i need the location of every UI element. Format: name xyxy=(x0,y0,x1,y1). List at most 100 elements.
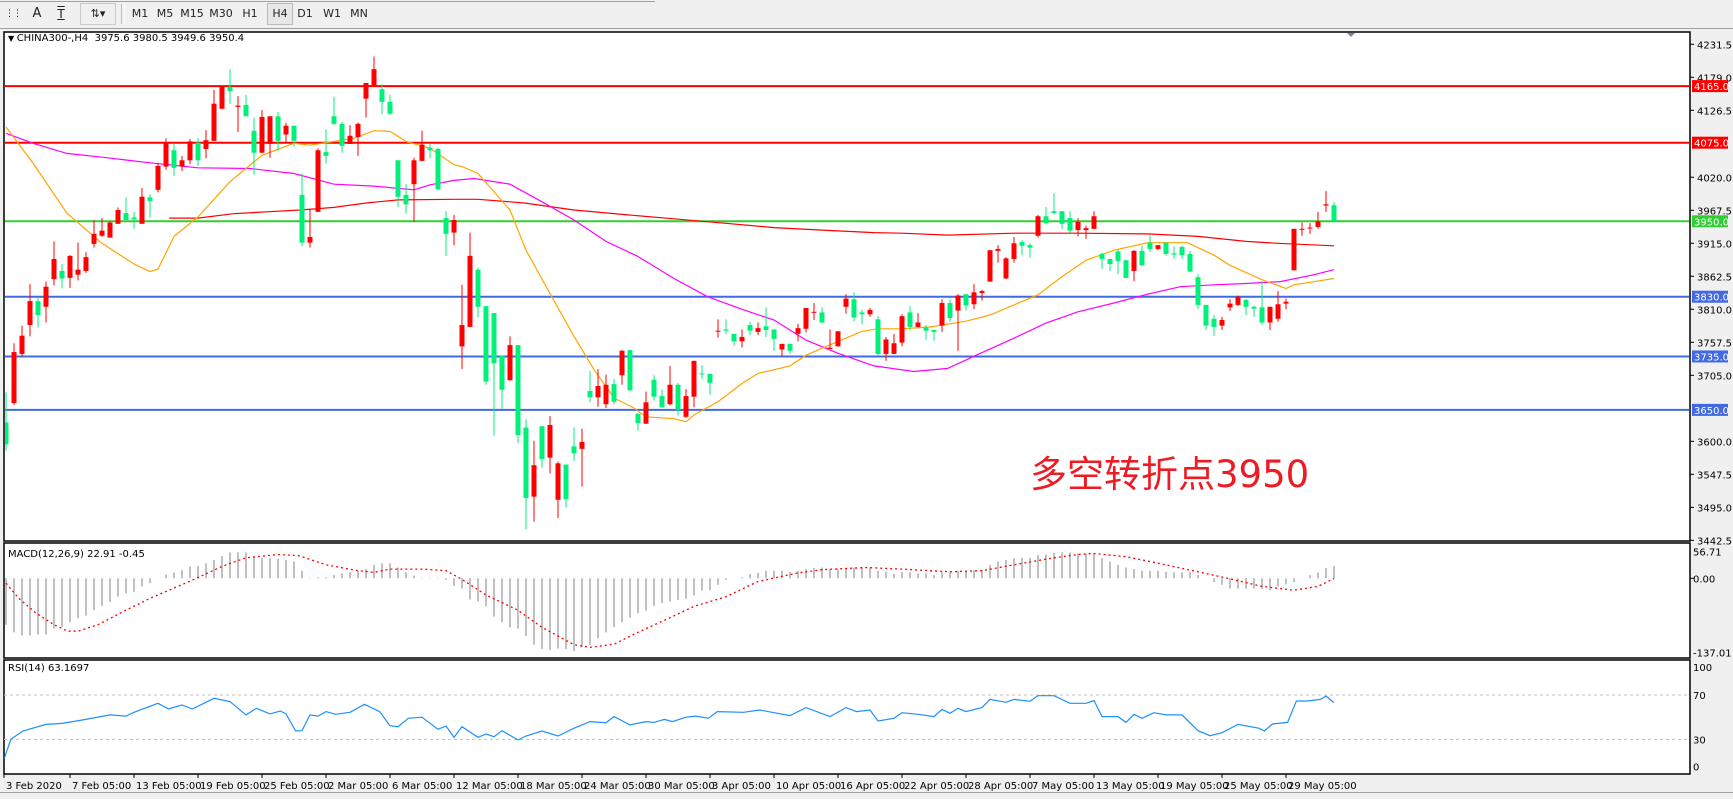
candle xyxy=(787,343,793,354)
level-price-tag xyxy=(1692,215,1728,228)
candle-body xyxy=(571,446,577,454)
candle xyxy=(1115,248,1121,275)
timeframe-w1-button[interactable]: W1 xyxy=(323,7,341,20)
candle xyxy=(1003,257,1009,280)
candle xyxy=(923,325,929,341)
macd-pane xyxy=(3,542,1691,659)
candle-body xyxy=(43,286,49,307)
candle-body xyxy=(1147,242,1153,249)
candle-body xyxy=(803,308,809,329)
candle-body xyxy=(763,326,769,331)
candle-body xyxy=(363,82,369,99)
text-label-icon[interactable]: A xyxy=(32,6,42,21)
candle-body xyxy=(331,116,337,124)
level-price-label: 3830.0 xyxy=(1694,293,1729,304)
candle xyxy=(59,264,65,289)
time-tick-label: 24 Mar 05:00 xyxy=(584,781,651,792)
candle-body xyxy=(107,222,113,238)
candle-body xyxy=(795,328,801,334)
timeframe-m30-button[interactable]: M30 xyxy=(209,7,233,20)
time-tick-label: 7 Feb 05:00 xyxy=(72,781,131,792)
candle xyxy=(107,221,113,238)
candle xyxy=(827,329,833,349)
candle-body xyxy=(675,384,681,410)
time-tick-label: 6 Mar 05:00 xyxy=(392,781,452,792)
candle-body xyxy=(931,330,937,332)
candle xyxy=(323,129,329,164)
candle-body xyxy=(947,303,953,319)
main-price-pane xyxy=(3,31,1691,542)
candle-body xyxy=(859,312,865,315)
candle xyxy=(723,319,729,334)
candle xyxy=(851,292,857,322)
candle xyxy=(499,355,505,409)
candle xyxy=(659,389,665,408)
candle-body xyxy=(1059,211,1065,224)
candle-body xyxy=(51,259,57,280)
candle-body xyxy=(499,355,505,390)
candle-body xyxy=(923,327,929,331)
candle-body xyxy=(1011,243,1017,260)
text-box-icon[interactable]: T xyxy=(57,7,65,21)
candle-body xyxy=(203,140,209,149)
timeframe-m1-button[interactable]: M1 xyxy=(131,7,149,20)
candle-body xyxy=(619,350,625,376)
timeframe-h4-button[interactable]: H4 xyxy=(267,3,293,25)
candle-body xyxy=(515,345,521,436)
candle xyxy=(947,299,953,322)
candle xyxy=(595,369,601,407)
candle xyxy=(1027,243,1033,258)
candle xyxy=(1147,235,1153,253)
candle xyxy=(1283,298,1289,310)
candle-body xyxy=(131,217,137,220)
time-tick-label: 29 May 05:00 xyxy=(1288,781,1357,792)
arrows-dropdown-icon[interactable]: ⇅▾ xyxy=(80,3,116,25)
candle xyxy=(891,333,897,354)
time-tick-label: 3 Feb 2020 xyxy=(6,781,62,792)
candle xyxy=(67,255,73,288)
candle xyxy=(667,365,673,406)
candle xyxy=(699,365,705,380)
candle-body xyxy=(579,441,585,449)
candle xyxy=(35,297,41,328)
candle-body xyxy=(979,291,985,293)
timeframe-h1-button[interactable]: H1 xyxy=(242,7,258,20)
candle-body xyxy=(827,347,833,349)
period-separators-icon[interactable]: ⋮⋮ xyxy=(5,9,22,19)
candle-body xyxy=(483,306,489,382)
candle-body xyxy=(875,319,881,354)
candle-body xyxy=(523,427,529,498)
candle xyxy=(915,313,921,327)
candle xyxy=(291,125,297,147)
level-price-label: 3950.0 xyxy=(1694,217,1729,228)
candle xyxy=(275,111,281,151)
collapse-triangle-icon[interactable]: ▼ xyxy=(8,34,17,43)
candle-body xyxy=(1259,307,1265,323)
candle-body xyxy=(1067,218,1073,231)
candle xyxy=(211,89,217,141)
candle xyxy=(587,370,593,403)
price-tick-label: 3810.0 xyxy=(1697,305,1732,316)
candle xyxy=(1219,316,1225,331)
timeframe-d1-button[interactable]: D1 xyxy=(297,7,313,20)
candle-body xyxy=(139,196,145,224)
candle xyxy=(883,336,889,361)
candle-body xyxy=(643,402,649,424)
timeframe-mn-button[interactable]: MN xyxy=(350,7,368,20)
candle xyxy=(1195,274,1201,310)
candle-body xyxy=(259,116,265,153)
candle-body xyxy=(115,209,121,224)
timeframe-m15-button[interactable]: M15 xyxy=(180,7,204,20)
candle xyxy=(147,194,153,218)
candle xyxy=(131,211,137,229)
rsi-tick-label: 30 xyxy=(1693,735,1706,746)
candle xyxy=(563,464,569,508)
candle xyxy=(523,419,529,530)
candle-body xyxy=(1131,250,1137,271)
candle xyxy=(971,284,977,310)
candle xyxy=(235,96,241,133)
timeframe-m5-button[interactable]: M5 xyxy=(156,7,174,20)
candle-body xyxy=(1075,221,1081,231)
rsi-tick-label: 0 xyxy=(1693,763,1699,774)
